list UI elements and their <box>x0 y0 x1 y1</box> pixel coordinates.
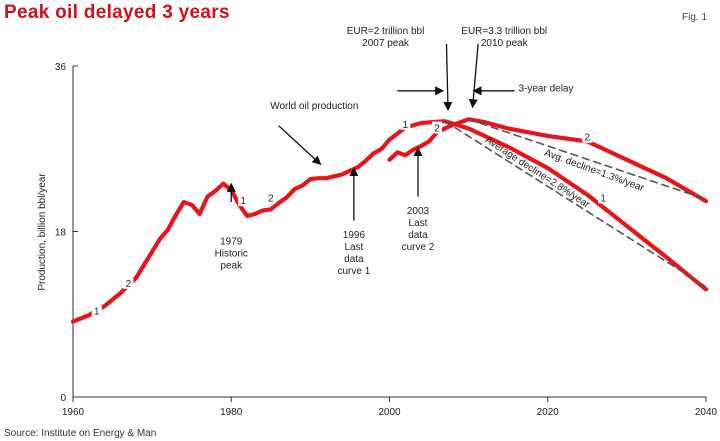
annotations: World oil production 1979 Historic peak 1996… <box>215 26 646 277</box>
annotation-arrows <box>226 43 515 221</box>
series-line <box>387 119 709 292</box>
y-tick-label: 18 <box>55 228 67 239</box>
annotation-arrow <box>278 125 322 165</box>
curve-marker-label: 2 <box>434 124 440 135</box>
y-tick-label: 36 <box>55 62 67 73</box>
annotation-text: 3-year delay <box>518 84 573 95</box>
annotation-text: EUR=3.3 trillion bbl 2010 peak <box>461 26 547 49</box>
curve-marker-bg <box>265 191 276 204</box>
curve-marker-label: 1 <box>240 196 246 207</box>
figure-label: Fig. 1 <box>682 12 708 23</box>
annotation-line: peak <box>220 260 243 271</box>
curve-marker-label: 2 <box>268 193 274 204</box>
annotation-line: 2007 peak <box>362 38 410 49</box>
chart-title: Peak oil delayed 3 years <box>4 2 230 23</box>
annotation-line: 2003 <box>407 206 430 217</box>
curve-marker-label: 2 <box>585 133 591 144</box>
series-line <box>70 137 392 324</box>
source-note: Source: Institute on Energy & Man <box>4 428 157 439</box>
series-line <box>387 117 709 204</box>
annotation-line: EUR=3.3 trillion bbl <box>461 26 547 37</box>
curve-markers: 1 2 1 2 1 2 1 2 <box>91 117 609 317</box>
x-tick-label: 2020 <box>537 407 560 418</box>
annotation-line: Last <box>409 218 428 229</box>
decline-line <box>444 120 707 288</box>
annotation-line: 1996 <box>343 230 366 241</box>
annotation-text: 2003 Last data curve 2 <box>402 206 435 253</box>
curve-marker-label: 1 <box>94 306 100 317</box>
annotation-arrow <box>443 43 453 112</box>
annotation-line: curve 1 <box>337 266 370 277</box>
annotation-line: 2010 peak <box>481 38 529 49</box>
decline-line <box>467 118 707 201</box>
curve-marker-bg <box>582 130 593 143</box>
series-layer <box>70 117 709 324</box>
curve-marker-bg <box>400 117 411 130</box>
curve-marker-bg <box>238 194 249 207</box>
curve-marker-bg <box>91 304 102 317</box>
annotation-text: World oil production <box>270 101 358 112</box>
axes: 0 18 36 1960 1980 2000 2020 2040 <box>55 62 718 418</box>
x-tick-label: 2040 <box>695 407 718 418</box>
curve-marker-label: 2 <box>126 279 132 290</box>
curve-marker-bg <box>123 276 134 289</box>
annotation-line: Last <box>344 242 363 253</box>
annotation-line: 1979 <box>220 236 243 247</box>
annotation-line: 3-year delay <box>518 84 573 95</box>
annotation-line: curve 2 <box>402 242 435 253</box>
annotation-arrow <box>468 43 479 109</box>
annotation-line: World oil production <box>270 101 358 112</box>
annotation-line: EUR=2 trillion bbl <box>347 26 425 37</box>
annotation-text: EUR=2 trillion bbl 2007 peak <box>347 26 425 49</box>
y-tick-label: 0 <box>60 393 66 404</box>
curve-marker-label: 1 <box>600 193 606 204</box>
y-axis-label: Production, billion bbl/year <box>37 173 48 291</box>
x-tick-label: 1960 <box>62 407 85 418</box>
x-tick-label: 1980 <box>220 407 243 418</box>
curve-marker-bg <box>431 121 442 134</box>
curve-marker-bg <box>598 191 609 204</box>
annotation-text: Average decline=2.8%/year <box>483 135 592 211</box>
annotation-line: Average decline=2.8%/year <box>483 135 592 211</box>
x-tick-label: 2000 <box>378 407 401 418</box>
annotation-text: 1996 Last data curve 1 <box>337 230 370 277</box>
annotation-line: data <box>408 230 428 241</box>
annotation-line: data <box>344 254 364 265</box>
curve-marker-label: 1 <box>403 120 409 131</box>
annotation-line: Historic <box>215 248 248 259</box>
annotation-text: 1979 Historic peak <box>215 236 248 271</box>
